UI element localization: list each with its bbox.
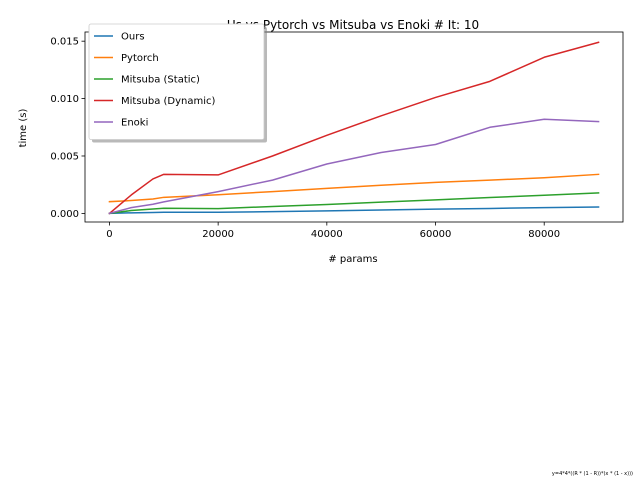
x-tick-label: 40000 [311,229,343,240]
x-axis-label: # params [328,254,377,265]
x-tick-label: 0 [106,229,112,240]
y-tick-label: 0.000 [50,209,79,220]
legend-label-2: Mitsuba (Static) [121,75,200,86]
series-line-2 [108,192,600,215]
x-tick-label: 20000 [202,229,234,240]
axes: 0 20000 40000 60000 80000 0.000 0.005 0.010 0.01… [50,31,624,240]
x-tick-label: 60000 [420,229,452,240]
series-line-0 [108,206,600,215]
x-tick-label: 80000 [528,229,560,240]
legend-label-3: Mitsuba (Dynamic) [121,96,216,107]
legend-label-0: Ours [121,32,145,43]
series-line-3 [108,41,600,215]
chart-title: Us vs Pytorch vs Mitsuba vs Enoki # It: … [227,18,479,32]
plot-frame [84,31,624,223]
y-tick-label: 0.010 [50,94,79,105]
legend-box [88,23,265,140]
legend-label-1: Pytorch [121,53,159,64]
y-tick-label: 0.015 [50,37,79,48]
series-line-1 [108,173,600,203]
legend-label-4: Enoki [121,118,148,129]
series-layer [108,41,600,215]
y-axis-label: time (s) [18,109,29,148]
series-line-4 [108,118,600,215]
legend: Ours Pytorch Mitsuba (Static) Mitsuba (Dyna… [88,23,267,143]
footnote-formula: y=4*4*((R * (1 - R))*(x * (1 - x))) [552,471,633,477]
y-tick-label: 0.005 [50,151,79,162]
